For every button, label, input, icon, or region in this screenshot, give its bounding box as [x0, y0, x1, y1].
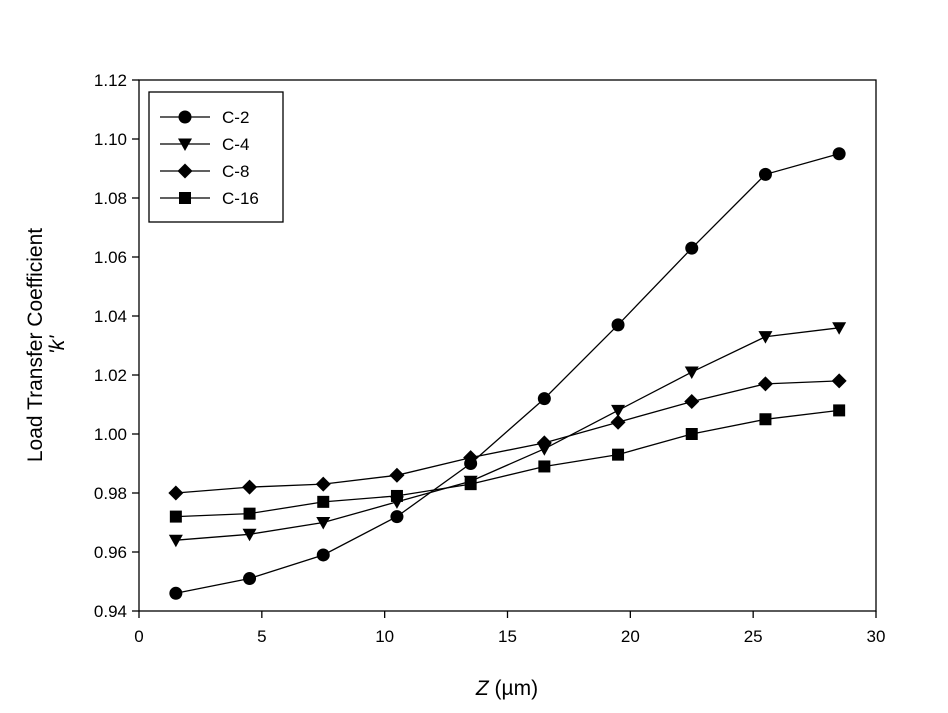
y-tick-label: 0.94 — [94, 602, 127, 621]
y-axis-ticks: 0.94 0.96 0.98 1.00 1.02 1.04 1.06 1.08 1.10 1.12 — [94, 71, 139, 621]
y-tick-label: 1.04 — [94, 307, 127, 326]
y-tick-label: 1.10 — [94, 130, 127, 149]
legend-item: C-2 — [160, 108, 249, 127]
series-c-4 — [168, 322, 847, 548]
data-point — [759, 413, 772, 426]
data-point — [315, 476, 331, 492]
legend-box — [148, 91, 284, 223]
x-tick-label: 20 — [621, 627, 640, 646]
data-point — [169, 586, 183, 600]
data-point — [832, 322, 847, 335]
data-point — [243, 507, 256, 520]
y-tick-label: 1.08 — [94, 189, 127, 208]
data-point — [685, 428, 698, 440]
data-point — [316, 548, 330, 562]
data-point — [390, 510, 404, 524]
legend-label: C-16 — [222, 189, 259, 208]
data-point — [684, 394, 700, 410]
legend: C-2 C-4 C-8 C-16 — [148, 91, 284, 223]
y-tick-label: 0.96 — [94, 543, 127, 562]
x-tick-label: 30 — [867, 627, 886, 646]
legend-marker — [178, 138, 192, 151]
y-axis-title-line-2: 'k' — [46, 335, 69, 355]
data-point — [758, 167, 772, 181]
x-tick-label: 5 — [257, 627, 266, 646]
legend-marker — [179, 192, 191, 204]
data-point — [168, 534, 183, 548]
data-point — [242, 528, 257, 542]
y-tick-label: 1.00 — [94, 425, 127, 444]
x-tick-label: 15 — [498, 627, 517, 646]
data-point — [684, 366, 699, 380]
data-point — [833, 404, 846, 417]
y-tick-label: 1.02 — [94, 366, 127, 385]
series-layer — [168, 147, 847, 600]
x-axis-title: Z (µm) — [475, 677, 538, 700]
data-point — [611, 318, 625, 332]
data-point — [758, 331, 773, 344]
data-point — [463, 450, 479, 466]
series-line — [175, 380, 840, 494]
data-point — [612, 448, 625, 461]
data-point — [757, 376, 773, 392]
data-point — [831, 373, 847, 389]
data-point — [610, 414, 626, 430]
x-axis-ticks: 0 5 10 15 20 25 30 — [134, 611, 885, 646]
data-point — [317, 495, 330, 508]
data-point — [464, 478, 477, 491]
series-c-8 — [168, 373, 847, 501]
data-point — [169, 510, 182, 523]
legend-marker — [178, 110, 192, 124]
data-point — [389, 467, 405, 483]
data-point — [168, 485, 184, 501]
y-axis-title-line-1: Load Transfer Coefficient — [24, 228, 47, 462]
legend-item: C-16 — [160, 189, 259, 208]
x-tick-label: 0 — [134, 627, 143, 646]
legend-item: C-8 — [160, 162, 249, 181]
series-line — [175, 409, 840, 518]
y-tick-label: 1.06 — [94, 248, 127, 267]
legend-marker — [177, 163, 193, 179]
data-point — [611, 404, 626, 418]
legend-label: C-2 — [222, 108, 249, 127]
data-point — [390, 489, 403, 502]
data-point — [536, 435, 552, 451]
data-point — [537, 392, 551, 406]
data-point — [832, 147, 846, 161]
series-line — [175, 153, 840, 594]
series-line — [175, 327, 840, 541]
legend-label: C-8 — [222, 162, 249, 181]
y-tick-label: 1.12 — [94, 71, 127, 90]
data-point — [316, 517, 331, 530]
data-point — [685, 241, 699, 255]
y-tick-label: 0.98 — [94, 484, 127, 503]
data-point — [243, 572, 257, 586]
x-tick-label: 10 — [375, 627, 394, 646]
data-point — [242, 479, 258, 495]
legend-item: C-4 — [160, 135, 249, 154]
y-axis-title: Load Transfer Coefficient 'k' — [24, 228, 69, 462]
series-c-16 — [169, 404, 846, 523]
legend-label: C-4 — [222, 135, 249, 154]
x-tick-label: 25 — [744, 627, 763, 646]
data-point — [538, 460, 551, 473]
